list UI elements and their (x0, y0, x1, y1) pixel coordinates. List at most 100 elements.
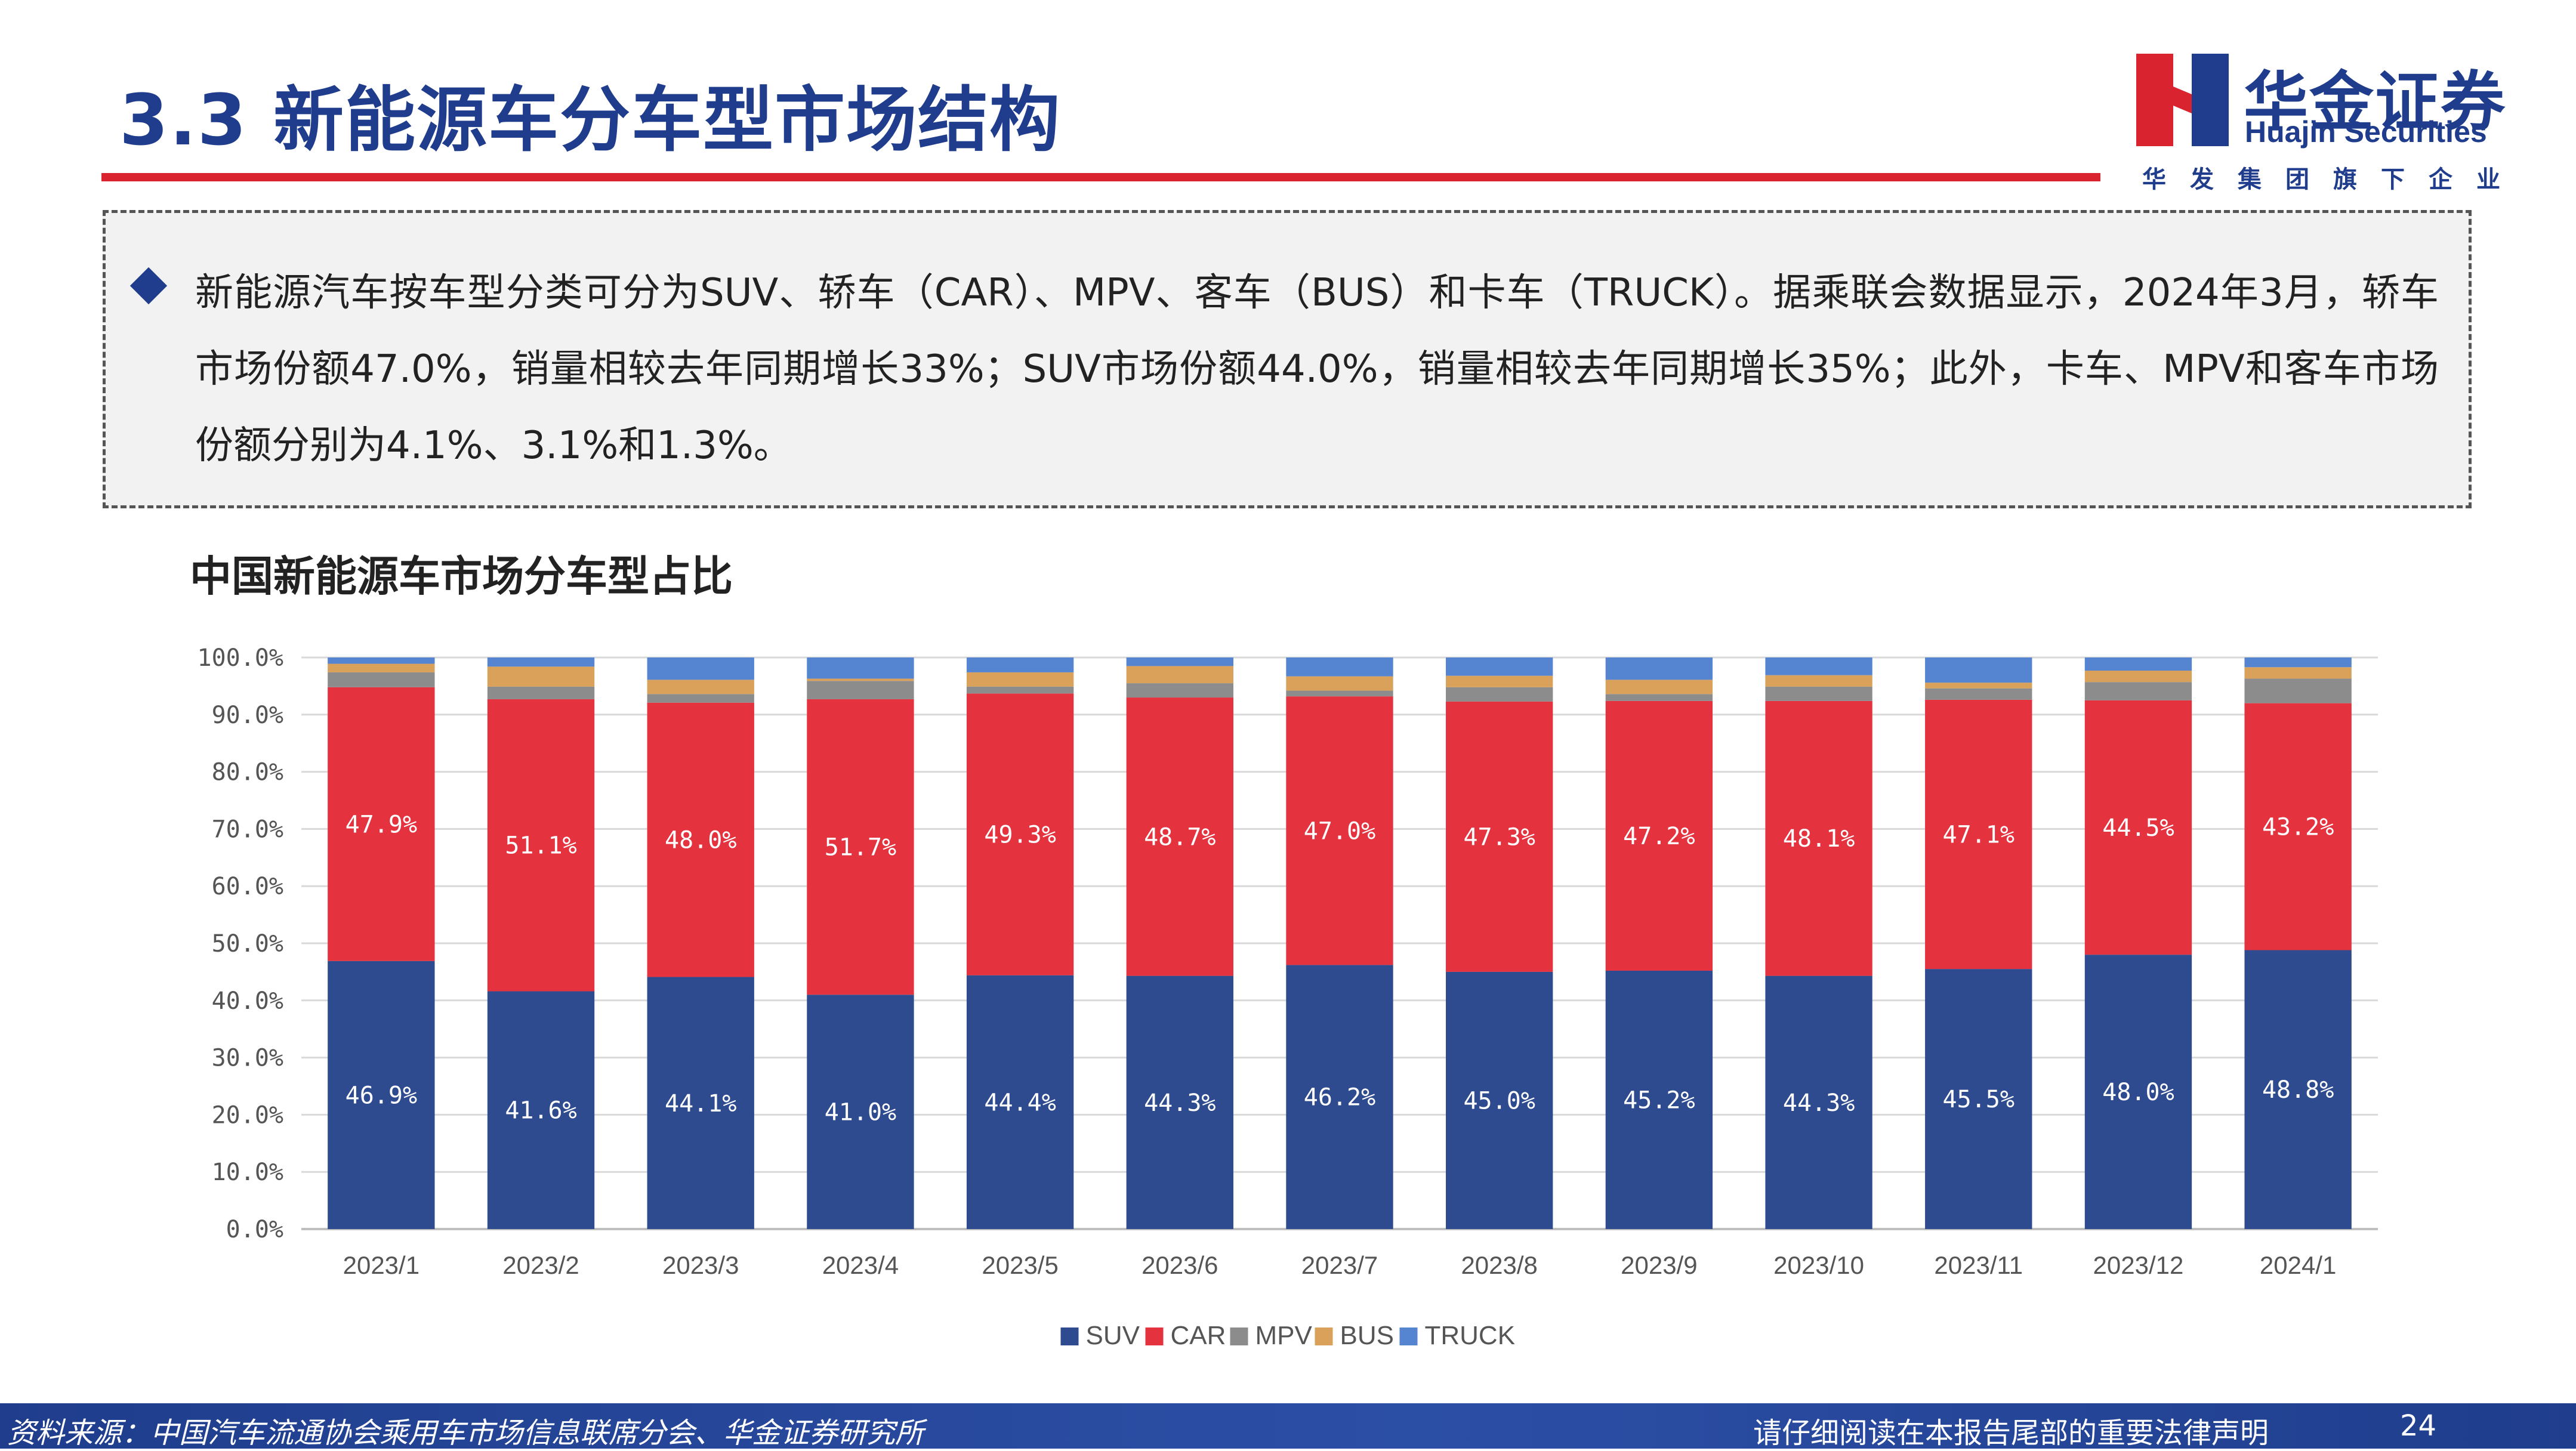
page-title: 3.3 新能源车分车型市场结构 (119, 79, 1062, 161)
summary-box: 新能源汽车按车型分类可分为SUV、轿车（CAR）、MPV、客车（BUS）和卡车（… (103, 210, 2472, 508)
stacked-bar-chart: 0.0% 10.0% 20.0% 30.0% 40.0% 50.0% 60.0% 70.0% 8… (198, 644, 2378, 1350)
data-label: 41.6% (505, 1097, 576, 1125)
bar-segment-suv (647, 977, 754, 1229)
bar-segment-bus (1126, 666, 1233, 684)
bar-segment-car (2084, 700, 2192, 955)
x-tick-label: 2023/6 (1142, 1251, 1218, 1279)
bar-segment-mpv (1925, 688, 2032, 700)
bar-segment-truck (1925, 657, 2032, 683)
bar-segment-car (1605, 700, 1713, 971)
bar-segment-bus (647, 680, 754, 694)
bar-segment-suv (2244, 950, 2352, 1229)
logo-english-name: Huajin Securities (2245, 115, 2487, 149)
legend-swatch-car (1145, 1327, 1164, 1345)
legend-label-suv: SUV (1086, 1321, 1140, 1350)
bar-segment-mpv (1286, 690, 1393, 697)
bar-segment-car (1446, 701, 1553, 972)
x-tick-label: 2023/11 (1934, 1251, 2023, 1279)
data-label: 44.4% (984, 1089, 1056, 1116)
x-tick-label: 2023/2 (502, 1251, 579, 1279)
logo-subtitle: 华发集团旗下企业 (2142, 166, 2524, 193)
legend-swatch-suv (1060, 1327, 1079, 1345)
x-tick-label: 2023/5 (982, 1251, 1058, 1279)
bar-segment-mpv (1126, 683, 1233, 698)
bar-segment-truck (1286, 657, 1393, 677)
bar-segment-suv (1925, 969, 2032, 1229)
data-label: 44.3% (1783, 1089, 1855, 1117)
bar-segment-bus (1765, 675, 1872, 687)
bar-segment-suv (966, 975, 1074, 1229)
legal-notice: 请仔细阅读在本报告尾部的重要法律声明 (1753, 1416, 2269, 1450)
data-label: 44.1% (665, 1090, 736, 1117)
data-label: 46.2% (1304, 1084, 1375, 1112)
bar-segment-truck (807, 657, 914, 679)
bar-segment-suv (2084, 955, 2192, 1229)
x-tick-label: 2023/10 (1773, 1251, 1864, 1279)
data-label: 48.0% (665, 827, 736, 854)
y-tick-label: 10.0% (212, 1159, 283, 1186)
title-divider (101, 173, 2100, 181)
bar-segment-suv (1126, 975, 1233, 1229)
bar-segment-mpv (1765, 686, 1872, 701)
data-label: 41.0% (825, 1099, 896, 1126)
bar-segment-suv (1286, 965, 1393, 1229)
x-tick-label: 2023/1 (343, 1251, 419, 1279)
bar-segment-truck (647, 657, 754, 680)
page-number: 24 (2400, 1409, 2437, 1443)
data-label: 51.7% (825, 834, 896, 862)
legend-swatch-mpv (1230, 1327, 1248, 1345)
bar-segment-mpv (966, 686, 1074, 694)
data-label: 47.2% (1623, 823, 1695, 850)
data-label: 48.7% (1144, 823, 1215, 851)
bar-segment-mpv (487, 686, 595, 699)
data-label: 45.0% (1463, 1087, 1535, 1115)
bar-segment-truck (2084, 657, 2192, 671)
data-source: 资料来源：中国汽车流通协会乘用车市场信息联席分会、华金证券研究所 (7, 1416, 924, 1450)
x-tick-label: 2023/3 (662, 1251, 739, 1279)
bar-segment-mpv (807, 681, 914, 699)
y-tick-label: 40.0% (212, 987, 283, 1015)
bar-segment-suv (487, 991, 595, 1229)
bar-segment-bus (328, 663, 435, 672)
data-label: 47.0% (1304, 817, 1375, 845)
bar-segment-car (487, 699, 595, 992)
bar-segment-bus (966, 672, 1074, 687)
data-label: 48.1% (1783, 825, 1855, 853)
bar-segment-bus (2244, 667, 2352, 679)
data-label: 47.1% (1943, 822, 2014, 849)
data-label: 45.5% (1943, 1086, 2014, 1113)
data-label: 46.9% (345, 1082, 417, 1109)
bar-segment-bus (1605, 680, 1713, 694)
legend-swatch-truck (1399, 1327, 1418, 1345)
bar-segment-bus (487, 666, 595, 687)
y-tick-label: 90.0% (212, 702, 283, 729)
bar-segment-truck (1765, 657, 1872, 675)
diamond-bullet-icon (129, 267, 168, 305)
bar-segment-bus (2084, 671, 2192, 683)
bar-segment-car (1765, 700, 1872, 976)
x-tick-label: 2023/8 (1461, 1251, 1537, 1279)
bar-segment-car (807, 699, 914, 995)
bar-segment-car (1126, 697, 1233, 976)
y-tick-label: 60.0% (212, 873, 283, 900)
bar-segment-truck (1446, 657, 1553, 676)
data-label: 44.3% (1144, 1089, 1215, 1117)
summary-text: 新能源汽车按车型分类可分为SUV、轿车（CAR）、MPV、客车（BUS）和卡车（… (195, 271, 2439, 468)
data-label: 45.2% (1623, 1086, 1695, 1114)
bar-segment-truck (1605, 657, 1713, 680)
data-label: 48.8% (2262, 1076, 2334, 1104)
y-tick-label: 50.0% (212, 930, 283, 958)
bar-segment-truck (487, 657, 595, 667)
data-label: 49.3% (984, 822, 1056, 849)
y-tick-label: 30.0% (212, 1045, 283, 1072)
bar-segment-car (647, 702, 754, 977)
bar-segment-bus (807, 678, 914, 681)
bar-segment-truck (1126, 657, 1233, 666)
y-tick-label: 20.0% (212, 1101, 283, 1129)
y-tick-label: 70.0% (212, 816, 283, 843)
y-tick-label: 0.0% (226, 1216, 283, 1243)
bar-segment-truck (2244, 657, 2352, 668)
data-label: 44.5% (2102, 814, 2174, 842)
x-tick-label: 2023/4 (822, 1251, 899, 1279)
bar-segment-car (1925, 699, 2032, 970)
